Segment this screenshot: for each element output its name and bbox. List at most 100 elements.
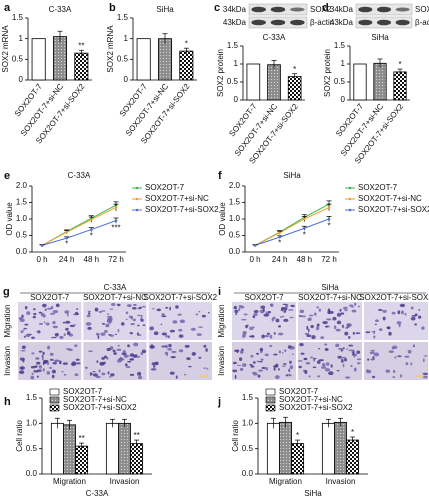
cell-stain [325,325,328,328]
cell-stain [170,356,176,359]
cell-stain [177,313,182,316]
cell-stain [313,358,316,362]
error-bar [397,68,403,75]
cell-stain [201,314,206,318]
cell-stain [59,360,62,365]
cell-stain [42,368,45,372]
legend-label: SOX2OT-7+si-NC [358,194,422,203]
cell-stain [261,334,265,339]
cell-stain [100,332,106,336]
cell-stain [178,328,183,332]
cell-stain [304,333,310,335]
blot-band [270,19,286,26]
cell-stain [61,370,64,373]
legend-label: SOX2OT-7+si-SOX2 [63,403,137,412]
blot-band [377,19,391,26]
cell-stain [260,358,264,361]
point [90,228,93,231]
legend-marker [135,197,139,201]
blot-band [395,7,410,12]
cell-stain [44,308,47,312]
cell-stain [241,348,244,352]
legend-swatch [49,388,60,396]
cell-stain [76,362,81,365]
cell-stain [235,312,237,316]
blot-band [251,19,266,26]
cell-stain [266,332,270,335]
cell-stain [422,358,425,363]
bar [346,439,360,475]
cell-stain [260,305,266,309]
cell-stain [279,350,281,354]
cell-stain [98,369,101,373]
bar [105,422,119,475]
cell-stain [18,370,25,375]
cell-stain [184,373,187,376]
cell-stain [354,302,357,306]
cell-stain [102,322,105,325]
y-tick-label: 1.0 [229,214,241,223]
cell-stain [289,365,294,370]
cell-stain [388,331,392,336]
cell-stain [116,348,122,351]
cell-stain [336,369,340,372]
cell-stain [53,359,59,362]
x-tick-label: 72 h [108,255,124,264]
cell-stain [239,367,244,372]
cell-stain [282,315,285,318]
cell-stain [45,322,50,326]
column-label: SOX2OT-7+si-SOX2 [144,293,218,302]
cell-stain [137,334,142,336]
cell-stain [203,367,207,369]
cell-stain [288,309,294,311]
blot-band [377,6,391,13]
cell-stain [153,365,156,368]
y-tick-label: 0.5 [227,77,239,86]
cell-stain [300,352,305,355]
cell-stain [205,348,208,352]
panel-letter: f [218,170,222,182]
cell-stain [175,305,179,309]
cell-stain [117,303,121,307]
y-axis-title: Cell ratio [15,420,24,452]
point [278,235,281,239]
cell-stain [43,359,49,364]
cell-stain [169,371,175,375]
cell-stain [316,323,320,327]
cell-stain [55,303,60,308]
cell-stain [137,324,140,327]
y-axis-title: OD value [218,202,227,236]
cell-stain [100,310,106,312]
cell-stain [335,343,340,348]
cell-stain [129,331,133,335]
cell-stain [19,366,26,370]
legend-label: SOX2OT-7 [145,183,185,192]
error-bar [79,442,85,450]
y-tick-label: 0.0 [229,247,241,256]
cell-stain [132,318,136,322]
cell-stain [161,332,168,336]
cell-stain [418,308,421,312]
cell-stain [133,342,139,347]
cell-stain [324,343,328,346]
cell-stain [405,362,409,366]
cell-stain [356,358,362,361]
cell-stain [138,306,142,309]
cell-stain [277,332,284,336]
x-tick-label: Invasion [110,477,140,486]
cell-stain [261,366,266,370]
panel-letter: d [322,2,329,14]
cell-stain [35,357,40,360]
cell-stain [351,309,357,313]
bar [287,76,302,101]
cell-stain [273,353,278,356]
cell-stain [348,304,354,307]
blot-band [270,6,286,13]
cell-stain [414,323,418,326]
cell-stain [382,316,386,321]
cell-stain [277,368,281,371]
bar [266,422,280,475]
cell-stain [410,306,414,310]
cell-stain [311,335,316,340]
cell-stain [191,351,197,356]
